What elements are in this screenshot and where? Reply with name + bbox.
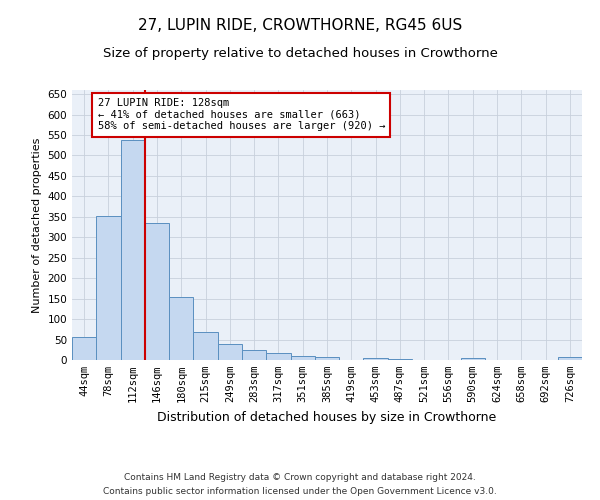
Text: Size of property relative to detached houses in Crowthorne: Size of property relative to detached ho… <box>103 48 497 60</box>
Bar <box>218 344 242 360</box>
Bar <box>72 336 96 360</box>
Bar <box>388 359 412 360</box>
Bar <box>96 216 121 360</box>
Y-axis label: Number of detached properties: Number of detached properties <box>32 138 42 312</box>
Bar <box>558 356 582 360</box>
Text: Contains public sector information licensed under the Open Government Licence v3: Contains public sector information licen… <box>103 488 497 496</box>
Text: 27, LUPIN RIDE, CROWTHORNE, RG45 6US: 27, LUPIN RIDE, CROWTHORNE, RG45 6US <box>138 18 462 32</box>
Bar <box>145 223 169 360</box>
Text: 27 LUPIN RIDE: 128sqm
← 41% of detached houses are smaller (663)
58% of semi-det: 27 LUPIN RIDE: 128sqm ← 41% of detached … <box>97 98 385 132</box>
Bar <box>121 140 145 360</box>
Bar <box>315 356 339 360</box>
Bar <box>266 352 290 360</box>
Bar <box>193 332 218 360</box>
Text: Contains HM Land Registry data © Crown copyright and database right 2024.: Contains HM Land Registry data © Crown c… <box>124 472 476 482</box>
Bar <box>242 350 266 360</box>
Bar <box>461 358 485 360</box>
Bar <box>169 296 193 360</box>
Bar <box>290 356 315 360</box>
Bar <box>364 358 388 360</box>
X-axis label: Distribution of detached houses by size in Crowthorne: Distribution of detached houses by size … <box>157 410 497 424</box>
